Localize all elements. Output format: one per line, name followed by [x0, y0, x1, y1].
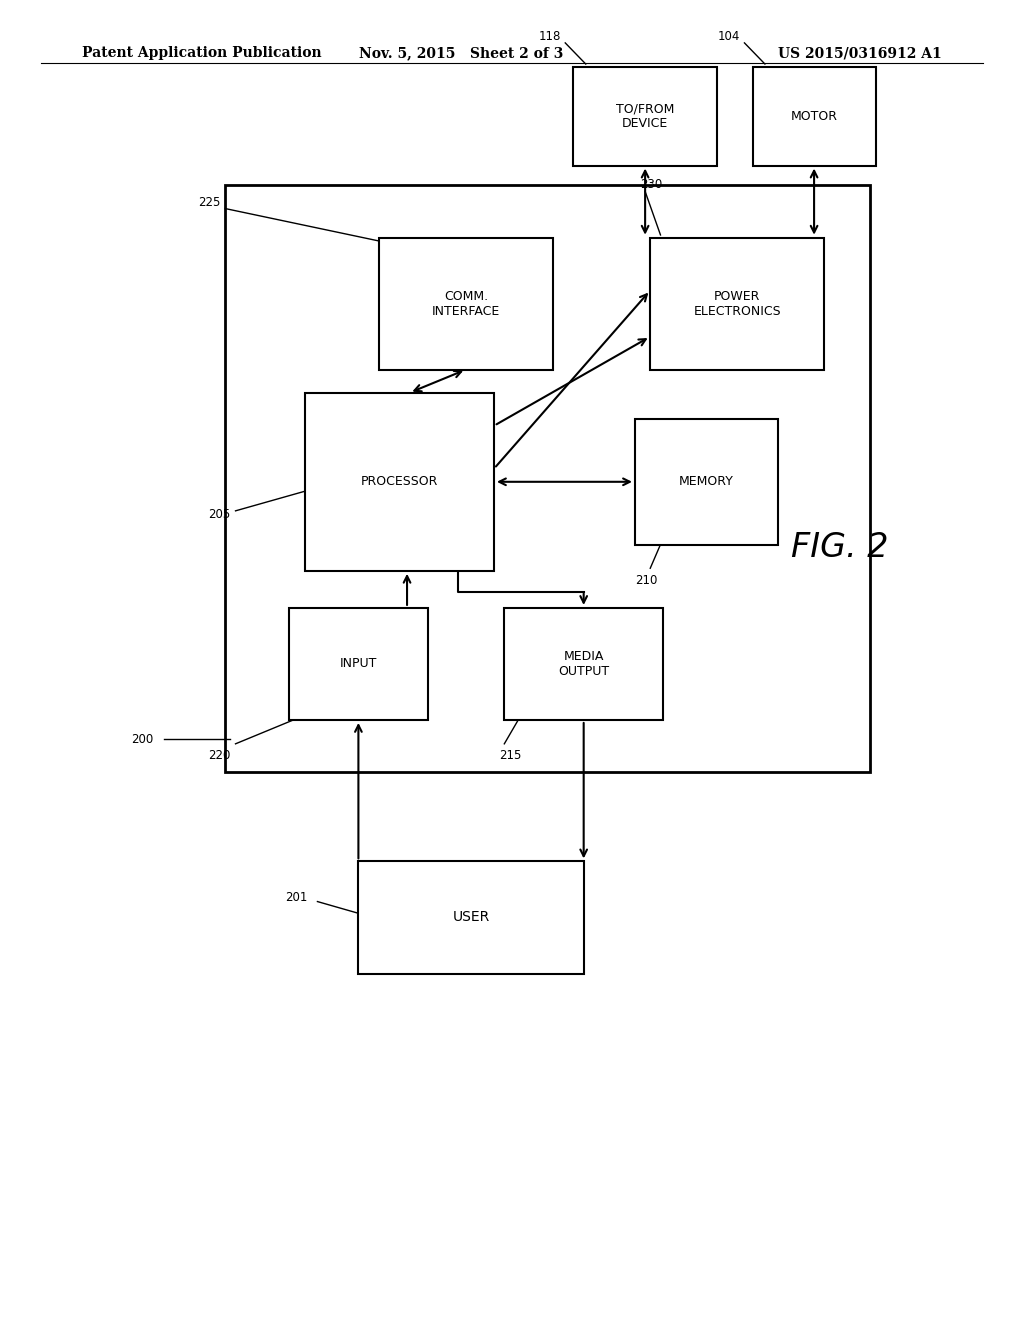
- Text: 205: 205: [208, 508, 230, 521]
- Text: US 2015/0316912 A1: US 2015/0316912 A1: [778, 46, 942, 61]
- Text: POWER
ELECTRONICS: POWER ELECTRONICS: [693, 289, 781, 318]
- Text: PROCESSOR: PROCESSOR: [360, 475, 438, 488]
- Text: TO/FROM
DEVICE: TO/FROM DEVICE: [615, 102, 675, 131]
- Text: 230: 230: [640, 178, 663, 191]
- Text: Patent Application Publication: Patent Application Publication: [82, 46, 322, 61]
- FancyBboxPatch shape: [753, 67, 876, 165]
- FancyBboxPatch shape: [635, 420, 778, 544]
- FancyBboxPatch shape: [358, 861, 584, 974]
- Text: INPUT: INPUT: [340, 657, 377, 671]
- Text: 201: 201: [285, 891, 307, 904]
- FancyBboxPatch shape: [650, 238, 824, 370]
- Text: FIG. 2: FIG. 2: [791, 532, 889, 565]
- Text: COMM.
INTERFACE: COMM. INTERFACE: [432, 289, 500, 318]
- Text: MEDIA
OUTPUT: MEDIA OUTPUT: [558, 649, 609, 678]
- Text: MEMORY: MEMORY: [679, 475, 734, 488]
- FancyBboxPatch shape: [225, 185, 870, 772]
- Text: MOTOR: MOTOR: [791, 110, 838, 123]
- Text: 225: 225: [198, 195, 220, 209]
- Text: 104: 104: [718, 30, 740, 42]
- Text: 200: 200: [131, 733, 154, 746]
- Text: 220: 220: [208, 750, 230, 762]
- FancyBboxPatch shape: [305, 393, 494, 570]
- FancyBboxPatch shape: [504, 607, 664, 721]
- Text: 210: 210: [635, 573, 657, 586]
- FancyBboxPatch shape: [379, 238, 553, 370]
- FancyBboxPatch shape: [289, 607, 428, 721]
- Text: 215: 215: [499, 750, 521, 762]
- Text: 118: 118: [539, 30, 561, 42]
- Text: USER: USER: [453, 911, 489, 924]
- FancyBboxPatch shape: [573, 67, 717, 165]
- Text: Nov. 5, 2015   Sheet 2 of 3: Nov. 5, 2015 Sheet 2 of 3: [358, 46, 563, 61]
